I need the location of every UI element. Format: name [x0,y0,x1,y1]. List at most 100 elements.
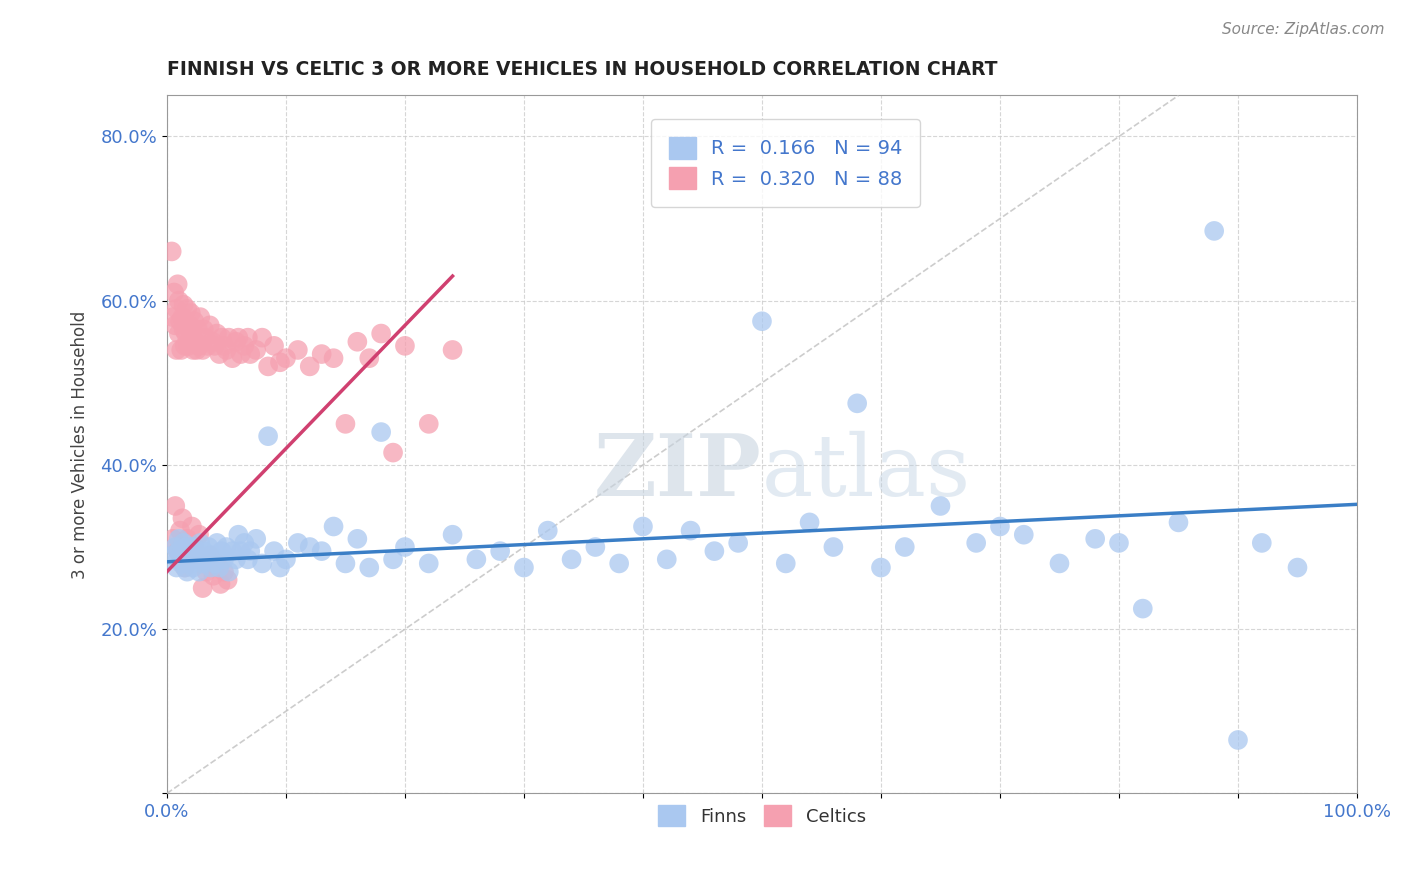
Point [208,347,231,361]
Point [181,326,204,341]
Point [679,524,702,538]
Point [166,301,188,316]
Point [311,347,333,361]
Point [197,339,219,353]
Point [176,532,198,546]
Point [169,314,191,328]
Point [176,565,198,579]
Point [218,331,240,345]
Point [183,314,205,328]
Point [167,544,190,558]
Point [370,425,392,439]
Y-axis label: 3 or more Vehicles in Household: 3 or more Vehicles in Household [72,310,89,579]
Point [245,343,267,357]
Point [217,573,239,587]
Point [183,548,205,562]
Point [179,318,201,333]
Point [929,499,952,513]
Point [561,552,583,566]
Point [212,565,235,579]
Point [263,339,285,353]
Point [166,544,188,558]
Point [197,540,219,554]
Point [184,334,207,349]
Point [218,565,240,579]
Legend: Finns, Celtics: Finns, Celtics [651,797,873,833]
Text: atlas: atlas [762,431,972,514]
Point [204,339,226,353]
Point [239,347,262,361]
Point [162,310,184,325]
Point [198,318,221,333]
Point [394,540,416,554]
Point [346,334,368,349]
Point [846,396,869,410]
Point [607,557,630,571]
Point [263,544,285,558]
Point [166,560,188,574]
Point [229,544,252,558]
Point [655,552,678,566]
Point [233,536,256,550]
Point [870,560,893,574]
Point [181,519,204,533]
Point [311,544,333,558]
Point [180,306,202,320]
Point [169,524,191,538]
Point [418,417,440,431]
Point [225,334,247,349]
Point [183,540,205,554]
Point [187,322,209,336]
Point [172,310,194,325]
Point [173,298,195,312]
Point [228,527,250,541]
Point [239,544,262,558]
Point [233,339,256,353]
Point [751,314,773,328]
Point [162,548,184,562]
Point [172,511,194,525]
Point [205,536,228,550]
Point [173,536,195,550]
Point [162,532,184,546]
Point [335,417,357,431]
Point [228,331,250,345]
Point [173,552,195,566]
Point [163,285,186,300]
Point [269,355,291,369]
Point [221,544,243,558]
Point [1286,560,1309,574]
Text: Source: ZipAtlas.com: Source: ZipAtlas.com [1222,22,1385,37]
Point [181,343,204,357]
Point [202,568,225,582]
Point [322,519,344,533]
Point [703,544,725,558]
Point [823,540,845,554]
Point [215,343,238,357]
Point [245,532,267,546]
Point [179,548,201,562]
Point [1012,527,1035,541]
Point [186,343,208,357]
Point [173,314,195,328]
Point [180,540,202,554]
Point [370,326,392,341]
Point [236,331,259,345]
Point [1084,532,1107,546]
Point [287,343,309,357]
Point [727,536,749,550]
Point [269,560,291,574]
Point [359,351,381,366]
Point [441,343,464,357]
Point [181,552,204,566]
Point [194,552,217,566]
Point [537,524,560,538]
Point [236,552,259,566]
Point [170,557,193,571]
Point [165,318,187,333]
Point [441,527,464,541]
Point [195,565,218,579]
Point [186,552,208,566]
Point [160,244,183,259]
Point [382,445,405,459]
